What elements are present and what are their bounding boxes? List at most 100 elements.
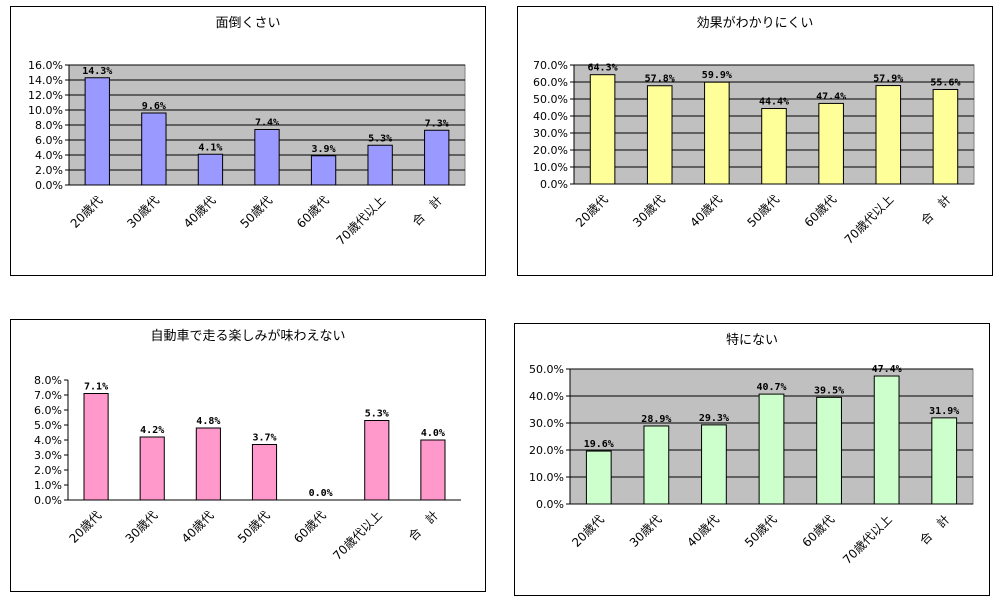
x-category-label: 50歳代: [235, 508, 273, 546]
x-category-label: 40歳代: [181, 193, 219, 231]
data-label: 29.3%: [699, 413, 729, 424]
y-tick-label: 10.0%: [533, 161, 568, 174]
y-tick-label: 14.0%: [28, 74, 63, 87]
data-label: 4.0%: [421, 428, 445, 439]
chart-4: 特にない 0.0% 10.0% 20.0% 30.0% 40.0% 50.0% 19.6% 20…: [529, 333, 974, 567]
data-label: 59.9%: [702, 70, 732, 81]
y-tick-label: 7.0%: [34, 389, 62, 402]
chart-title: 特にない: [726, 333, 778, 348]
data-label: 64.3%: [588, 63, 618, 74]
y-tick-label: 6.0%: [34, 404, 62, 417]
bar: [701, 424, 727, 505]
bar: [875, 85, 902, 185]
data-label: 28.9%: [641, 414, 671, 425]
data-label: 40.7%: [756, 382, 786, 393]
x-category-label: 30歳代: [124, 193, 162, 231]
x-category-label: 合 計: [405, 508, 441, 544]
y-tick-label: 0.0%: [34, 494, 62, 507]
y-tick-label: 2.0%: [34, 464, 62, 477]
y-tick-label: 3.0%: [34, 449, 62, 462]
bar: [643, 425, 670, 505]
bar: [585, 450, 612, 505]
data-label: 4.8%: [196, 416, 220, 427]
x-category-label: 60歳代: [802, 192, 840, 230]
x-category-label: 60歳代: [800, 512, 838, 550]
bar: [139, 436, 165, 501]
y-tick-label: 16.0%: [28, 59, 63, 72]
data-label: 57.9%: [873, 74, 903, 85]
y-tick-label: 40.0%: [529, 390, 564, 403]
y-tick-label: 1.0%: [34, 479, 62, 492]
bar: [364, 420, 390, 501]
bar: [758, 393, 785, 505]
y-tick-label: 10.0%: [28, 104, 63, 117]
y-tick-label: 30.0%: [529, 417, 564, 430]
bar: [195, 427, 221, 501]
bar: [83, 393, 109, 501]
data-label: 7.4%: [255, 118, 279, 129]
data-label: 47.4%: [816, 91, 846, 102]
data-label: 7.3%: [425, 118, 449, 129]
bar: [367, 144, 393, 186]
chart-3: 自動車で走る楽しみが味わえない 0.0% 1.0% 2.0% 3.0% 4.0% 5.0% 6…: [34, 328, 461, 563]
y-tick-label: 12.0%: [28, 89, 63, 102]
chart-1: 面倒くさい 0.0% 2.0% 4.0% 6.0% 8.0% 10.0% 12.0% 14.0%…: [28, 16, 466, 248]
x-category-label: 30歳代: [123, 508, 161, 546]
chart-title: 効果がわかりにくい: [697, 16, 814, 31]
data-label: 44.4%: [759, 97, 789, 108]
x-category-label: 60歳代: [294, 193, 332, 231]
x-category-label: 20歳代: [573, 192, 611, 230]
data-label: 4.2%: [140, 425, 164, 436]
bar: [932, 88, 959, 185]
data-label: 31.9%: [929, 406, 959, 417]
data-label: 7.1%: [84, 382, 108, 393]
x-category-label: 30歳代: [630, 192, 668, 230]
x-category-label: 20歳代: [569, 512, 607, 550]
chart-title: 自動車で走る楽しみが味わえない: [150, 328, 345, 344]
y-tick-label: 5.0%: [34, 419, 62, 432]
bar: [251, 444, 278, 501]
y-tick-label: 4.0%: [35, 149, 63, 162]
x-category-label: 50歳代: [237, 193, 275, 231]
bar: [873, 375, 900, 505]
bar: [761, 108, 787, 185]
chart-panel-3: 自動車で走る楽しみが味わえない 0.0% 1.0% 2.0% 3.0% 4.0% 5.0% 6…: [10, 319, 486, 592]
bar: [646, 85, 673, 185]
chart-title: 面倒くさい: [215, 16, 280, 31]
data-label: 5.3%: [365, 409, 389, 420]
y-tick-label: 50.0%: [529, 363, 564, 376]
chart-panel-1: 面倒くさい 0.0% 2.0% 4.0% 6.0% 8.0% 10.0% 12.0% 14.0%…: [10, 6, 486, 276]
y-tick-label: 20.0%: [529, 444, 564, 457]
data-label: 47.4%: [872, 364, 902, 375]
x-category-label: 20歳代: [68, 193, 106, 231]
y-tick-label: 60.0%: [533, 76, 568, 89]
y-tick-label: 0.0%: [35, 179, 63, 192]
x-category-label: 70歳代以上: [842, 192, 897, 247]
x-category-label: 60歳代: [291, 508, 329, 546]
x-category-label: 合 計: [916, 512, 952, 548]
bar: [818, 102, 844, 185]
x-category-label: 40歳代: [179, 508, 217, 546]
bar: [931, 417, 958, 505]
chart-panel-4: 特にない 0.0% 10.0% 20.0% 30.0% 40.0% 50.0% 19.6% 20…: [514, 323, 990, 596]
data-label: 9.6%: [142, 101, 166, 112]
x-category-label: 40歳代: [687, 192, 725, 230]
bar: [420, 439, 446, 501]
data-label: 4.1%: [198, 142, 222, 153]
data-label: 0.0%: [309, 488, 333, 499]
x-category-label: 70歳代以上: [330, 508, 385, 563]
bar: [84, 77, 110, 186]
chart-2: 効果がわかりにくい 0.0% 10.0% 20.0% 30.0% 40.0% 50.0% 60…: [533, 16, 975, 247]
y-tick-label: 8.0%: [35, 119, 63, 132]
y-tick-label: 6.0%: [35, 134, 63, 147]
y-tick-label: 30.0%: [533, 127, 568, 140]
data-label: 57.8%: [645, 74, 675, 85]
x-category-label: 50歳代: [742, 512, 780, 550]
y-tick-label: 10.0%: [529, 471, 564, 484]
data-label: 19.6%: [584, 439, 614, 450]
bar: [141, 112, 167, 186]
data-label: 55.6%: [930, 77, 960, 88]
x-category-label: 合 計: [917, 192, 953, 228]
chart-panel-2: 効果がわかりにくい 0.0% 10.0% 20.0% 30.0% 40.0% 50.0% 60…: [517, 6, 993, 276]
bar: [254, 129, 280, 186]
